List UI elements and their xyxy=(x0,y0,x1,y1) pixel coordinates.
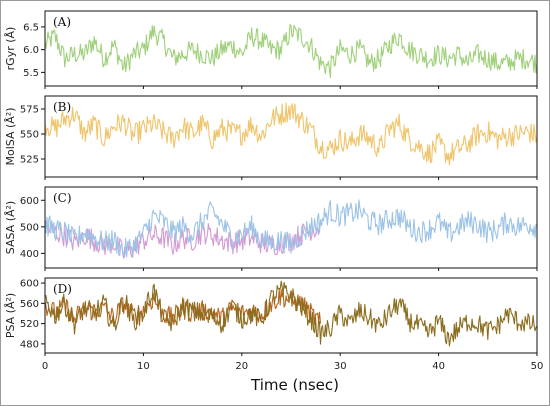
y-tick-label: 480 xyxy=(20,339,39,350)
x-tick-label: 50 xyxy=(531,361,544,372)
x-tick-label: 40 xyxy=(432,361,445,372)
y-tick-label: 560 xyxy=(20,299,39,310)
series-line-2-1 xyxy=(44,102,538,166)
panel-label: (D) xyxy=(53,282,72,296)
panel-box-1 xyxy=(44,10,538,87)
y-tick-label: 550 xyxy=(20,130,39,141)
x-tick-label: 10 xyxy=(137,361,150,372)
y-tick-label: 600 xyxy=(20,279,39,290)
y-tick-label: 6.0 xyxy=(23,45,39,56)
series-line-4-1 xyxy=(44,288,322,328)
y-axis-label: MolSA (Å²) xyxy=(4,107,17,165)
series-line-1-1 xyxy=(44,24,538,78)
x-tick-label: 30 xyxy=(334,361,347,372)
x-tick-label: 20 xyxy=(235,361,248,372)
x-tick-label: 0 xyxy=(42,361,48,372)
y-tick-label: 525 xyxy=(20,155,39,166)
y-tick-label: 400 xyxy=(20,249,39,260)
panel-box-4 xyxy=(44,277,538,354)
panel-box-3 xyxy=(44,186,538,269)
y-tick-label: 575 xyxy=(20,105,39,116)
y-axis-label: PSA (Å²) xyxy=(4,293,17,338)
panel-label: (A) xyxy=(53,15,71,29)
panel-box-2 xyxy=(44,95,538,178)
y-axis-label: SASA (Å²) xyxy=(4,201,17,254)
panel-label: (C) xyxy=(53,191,72,205)
panel-label: (B) xyxy=(53,100,71,114)
series-line-4-2 xyxy=(44,280,538,347)
y-axis-label: rGyr (Å) xyxy=(4,27,17,71)
x-axis-label: Time (nsec) xyxy=(250,376,339,394)
series-line-3-2 xyxy=(44,199,538,258)
y-tick-label: 6.5 xyxy=(23,22,39,33)
y-tick-label: 600 xyxy=(20,196,39,207)
y-tick-label: 5.5 xyxy=(23,68,39,79)
y-tick-label: 500 xyxy=(20,222,39,233)
y-tick-label: 520 xyxy=(20,319,39,330)
